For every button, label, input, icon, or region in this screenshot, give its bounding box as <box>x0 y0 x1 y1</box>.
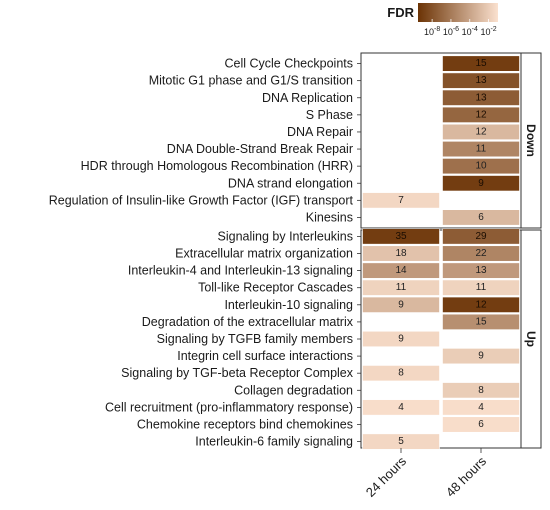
cell-count: 8 <box>478 385 484 396</box>
row-label: S Phase <box>306 108 353 122</box>
heatmap-cell <box>442 209 520 226</box>
heatmap-cell <box>442 55 520 72</box>
heatmap-cell <box>362 296 440 313</box>
heatmap-cell <box>442 228 520 245</box>
cell-count: 4 <box>478 402 484 413</box>
row-label: DNA Replication <box>262 91 353 105</box>
legend-tick-label: 10-8 <box>424 26 440 37</box>
legend-tick-label: 10-6 <box>443 26 459 37</box>
heatmap-cell <box>362 399 440 416</box>
cell-count: 5 <box>398 436 404 447</box>
heatmap-cell <box>362 192 440 209</box>
row-label: DNA strand elongation <box>228 176 353 190</box>
heatmap-cell <box>442 106 520 123</box>
heatmap-cell <box>362 330 440 348</box>
cell-count: 4 <box>398 402 404 413</box>
facet-up: Up Signaling by Interleukins 35 29 Extracell… <box>105 228 542 450</box>
facet-strip <box>520 52 542 229</box>
heatmap-cell <box>362 279 440 296</box>
row-label: Chemokine receptors bind chemokines <box>137 418 353 432</box>
cell-count: 35 <box>395 231 407 242</box>
row-label: Degradation of the extracellular matrix <box>142 315 354 329</box>
heatmap-cell <box>442 158 520 175</box>
row-label: Collagen degradation <box>234 383 353 397</box>
facet-strip <box>520 229 542 449</box>
cell-count: 22 <box>475 248 487 259</box>
cell-count: 11 <box>396 282 407 293</box>
cell-count: 15 <box>475 316 487 327</box>
cell-count: 8 <box>398 368 404 379</box>
row-label: Interleukin-10 signaling <box>224 298 353 312</box>
row-label: DNA Repair <box>287 125 353 139</box>
row-label: Regulation of Insulin-like Growth Factor… <box>49 193 354 207</box>
row-label: Integrin cell surface interactions <box>177 349 353 363</box>
heatmap-cell <box>442 399 520 416</box>
cell-count: 7 <box>398 195 404 206</box>
heatmap-cell <box>442 89 520 106</box>
cell-count: 9 <box>478 351 484 362</box>
cell-count: 15 <box>475 58 487 69</box>
cell-count: 14 <box>395 265 407 276</box>
cell-count: 10 <box>475 161 487 172</box>
heatmap-cell <box>442 245 520 262</box>
row-label: Interleukin-4 and Interleukin-13 signali… <box>128 264 353 278</box>
facet-down: Down Cell Cycle Checkpoints 15 Mitotic G1 p… <box>49 52 542 229</box>
facet-label: Down <box>524 124 538 157</box>
legend-tick-label: 10-4 <box>462 26 478 37</box>
row-label: Cell recruitment (pro-inflammatory respo… <box>105 400 353 414</box>
heatmap-cell <box>442 382 520 399</box>
row-label: HDR through Homologous Recombination (HR… <box>81 159 353 173</box>
heatmap-cell <box>442 72 520 89</box>
heatmap-cell <box>442 296 520 313</box>
heatmap-cell <box>442 262 520 279</box>
cell-count: 12 <box>475 126 487 137</box>
legend-title: FDR <box>387 5 414 20</box>
heatmap-cell <box>362 228 440 245</box>
heatmap-cell <box>442 279 520 296</box>
cell-count: 13 <box>475 265 487 276</box>
cell-count: 6 <box>478 212 484 223</box>
facet-label: Up <box>524 331 538 347</box>
row-label: Interleukin-6 family signaling <box>195 435 353 449</box>
heatmap-cell <box>442 313 520 330</box>
cell-count: 13 <box>475 75 487 86</box>
heatmap-cell <box>362 365 440 382</box>
heatmap-cell <box>442 123 520 140</box>
legend-tick-label: 10-2 <box>480 26 496 37</box>
row-label: Cell Cycle Checkpoints <box>224 57 353 71</box>
row-label: Mitotic G1 phase and G1/S transition <box>149 74 353 88</box>
row-label: Toll-like Receptor Cascades <box>198 281 353 295</box>
heatmap-cell <box>362 262 440 279</box>
row-label: Extracellular matrix organization <box>175 247 353 261</box>
cell-count: 9 <box>398 299 404 310</box>
heatmap-cell <box>442 141 520 158</box>
cell-count: 12 <box>475 109 487 120</box>
row-label: Signaling by Interleukins <box>218 229 354 243</box>
legend-colorbar <box>418 3 498 22</box>
row-label: Signaling by TGF-beta Receptor Complex <box>121 366 354 380</box>
column-label: 24 hours <box>363 453 410 500</box>
cell-count: 13 <box>475 92 487 103</box>
cell-count: 6 <box>478 419 484 430</box>
heatmap-cell <box>442 416 520 433</box>
cell-count: 11 <box>476 282 487 293</box>
row-label: Signaling by TGFB family members <box>157 332 353 346</box>
heatmap-cell <box>442 175 520 192</box>
cell-count: 9 <box>478 178 484 189</box>
cell-count: 11 <box>476 144 487 155</box>
heatmap-cell <box>442 348 520 365</box>
cell-count: 18 <box>395 248 407 259</box>
cell-count: 29 <box>475 231 487 242</box>
row-label: Kinesins <box>306 210 353 224</box>
cell-count: 9 <box>398 334 404 345</box>
row-label: DNA Double-Strand Break Repair <box>167 142 353 156</box>
heatmap-cell <box>362 245 440 262</box>
column-label: 48 hours <box>443 453 490 500</box>
cell-count: 12 <box>475 299 487 310</box>
